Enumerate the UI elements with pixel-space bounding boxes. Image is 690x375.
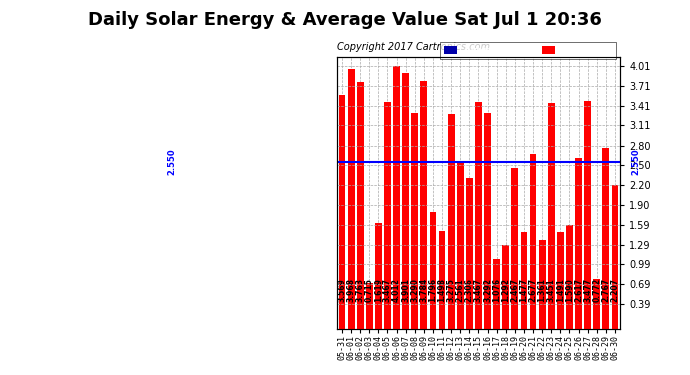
Bar bbox=[548, 103, 555, 330]
Text: 0.772: 0.772 bbox=[592, 278, 601, 302]
Text: 1.590: 1.590 bbox=[565, 278, 574, 302]
Text: 2.207: 2.207 bbox=[611, 278, 620, 302]
Text: 3.784: 3.784 bbox=[420, 278, 428, 302]
Text: 3.275: 3.275 bbox=[446, 278, 455, 302]
Bar bbox=[466, 178, 473, 330]
Bar bbox=[439, 231, 446, 330]
Bar bbox=[602, 148, 609, 330]
Bar bbox=[611, 184, 618, 330]
Text: 4.012: 4.012 bbox=[392, 278, 401, 302]
Text: 2.617: 2.617 bbox=[574, 278, 583, 302]
Text: 1.361: 1.361 bbox=[538, 278, 546, 302]
Text: 1.491: 1.491 bbox=[556, 278, 565, 302]
Bar bbox=[557, 232, 564, 330]
Text: 3.901: 3.901 bbox=[401, 278, 410, 302]
Text: 1.076: 1.076 bbox=[492, 278, 501, 302]
Bar bbox=[348, 69, 355, 330]
Text: 2.767: 2.767 bbox=[601, 278, 611, 302]
Bar bbox=[457, 161, 464, 330]
Bar bbox=[402, 74, 409, 330]
Bar bbox=[566, 225, 573, 330]
Bar bbox=[584, 101, 591, 330]
Bar bbox=[530, 154, 536, 330]
Bar bbox=[502, 244, 509, 330]
Bar bbox=[484, 113, 491, 330]
Text: 1.796: 1.796 bbox=[428, 278, 437, 302]
Text: 1.477: 1.477 bbox=[520, 278, 529, 302]
Bar bbox=[430, 211, 436, 330]
Bar bbox=[539, 240, 546, 330]
Text: 1.619: 1.619 bbox=[374, 278, 383, 302]
Bar bbox=[393, 66, 400, 330]
Legend: Average ($), Daily   ($): Average ($), Daily ($) bbox=[440, 42, 616, 59]
Bar bbox=[575, 158, 582, 330]
Bar bbox=[593, 279, 600, 330]
Text: 2.467: 2.467 bbox=[511, 278, 520, 302]
Text: 0.715: 0.715 bbox=[365, 278, 374, 302]
Text: 3.292: 3.292 bbox=[483, 278, 492, 302]
Text: 3.763: 3.763 bbox=[356, 278, 365, 302]
Text: 2.550: 2.550 bbox=[168, 149, 177, 176]
Text: 2.561: 2.561 bbox=[456, 278, 465, 302]
Bar bbox=[493, 259, 500, 330]
Text: 2.677: 2.677 bbox=[529, 278, 538, 302]
Bar bbox=[520, 232, 527, 330]
Bar bbox=[384, 102, 391, 330]
Text: 3.968: 3.968 bbox=[346, 278, 355, 302]
Bar bbox=[420, 81, 427, 330]
Bar bbox=[475, 102, 482, 330]
Text: Copyright 2017 Cartronics.com: Copyright 2017 Cartronics.com bbox=[337, 42, 489, 52]
Text: 1.498: 1.498 bbox=[437, 278, 446, 302]
Bar bbox=[339, 95, 346, 330]
Bar bbox=[511, 168, 518, 330]
Text: 3.451: 3.451 bbox=[546, 278, 555, 302]
Text: 3.290: 3.290 bbox=[411, 278, 420, 302]
Bar bbox=[366, 282, 373, 330]
Text: Daily Solar Energy & Average Value Sat Jul 1 20:36: Daily Solar Energy & Average Value Sat J… bbox=[88, 11, 602, 29]
Text: 3.569: 3.569 bbox=[337, 278, 346, 302]
Bar bbox=[357, 82, 364, 330]
Text: 3.467: 3.467 bbox=[474, 278, 483, 302]
Text: 2.550: 2.550 bbox=[631, 149, 640, 176]
Text: 2.306: 2.306 bbox=[465, 278, 474, 302]
Bar bbox=[448, 114, 455, 330]
Bar bbox=[375, 223, 382, 330]
Text: 3.467: 3.467 bbox=[383, 278, 392, 302]
Text: 3.477: 3.477 bbox=[583, 278, 592, 302]
Text: 1.292: 1.292 bbox=[501, 278, 511, 302]
Bar bbox=[411, 114, 418, 330]
